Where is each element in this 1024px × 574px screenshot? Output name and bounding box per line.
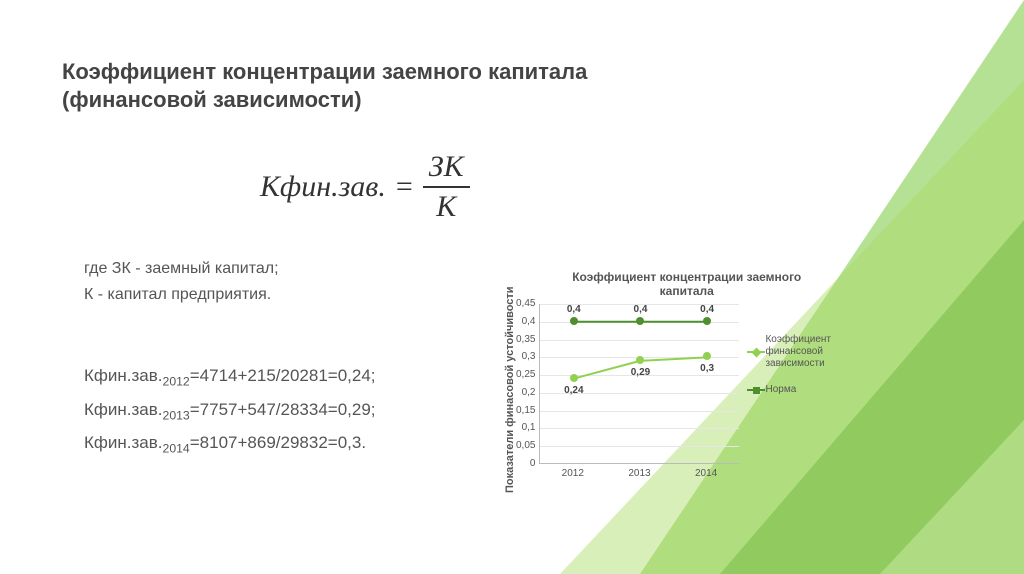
formula-lhs: Кфин.зав.	[260, 170, 386, 204]
formula-bar	[423, 186, 470, 188]
definitions: где ЗК - заемный капитал; К - капитал пр…	[84, 260, 484, 312]
legend-item-2: Норма	[747, 384, 857, 396]
chart-plot-area: 0,240,290,30,40,40,4	[539, 304, 739, 464]
legend-label-1: Коэффициент финансовой зависимости	[765, 334, 857, 370]
legend-marker-1	[752, 347, 762, 357]
legend-label-2: Норма	[765, 384, 796, 396]
def-line-1: где ЗК - заемный капитал;	[84, 260, 484, 278]
chart-xaxis-ticks: 2012 2013 2014	[539, 468, 739, 479]
legend-marker-2	[753, 387, 760, 394]
chart-legend: Коэффициент финансовой зависимости Норма	[747, 334, 857, 396]
calc-1: Кфин.зав.2012=4714+215/20281=0,24;	[84, 360, 504, 394]
slide-title: Коэффициент концентрации заемного капита…	[62, 58, 662, 113]
chart-yaxis-ticks: 0,450,40,350,30,250,20,150,10,050	[516, 304, 539, 464]
calc-3: Кфин.зав.2014=8107+869/29832=0,3.	[84, 427, 504, 461]
formula-fraction: ЗК К	[423, 150, 470, 224]
formula-numerator: ЗК	[423, 150, 470, 184]
def-line-2: К - капитал предприятия.	[84, 286, 484, 304]
formula-denominator: К	[430, 190, 462, 224]
chart-title: Коэффициент концентрации заемного капита…	[557, 270, 817, 298]
chart-yaxis-label: Показатели финасовой устойчивости	[500, 270, 516, 510]
xtick-label: 2013	[628, 468, 650, 479]
xtick-label: 2012	[562, 468, 584, 479]
legend-item-1: Коэффициент финансовой зависимости	[747, 334, 857, 370]
formula-equals: =	[396, 170, 413, 204]
formula: Кфин.зав. = ЗК К	[260, 150, 470, 224]
chart: Показатели финасовой устойчивости Коэффи…	[500, 270, 980, 510]
calc-2: Кфин.зав.2013=7757+547/28334=0,29;	[84, 394, 504, 428]
xtick-label: 2014	[695, 468, 717, 479]
calculations: Кфин.зав.2012=4714+215/20281=0,24; Кфин.…	[84, 360, 504, 461]
